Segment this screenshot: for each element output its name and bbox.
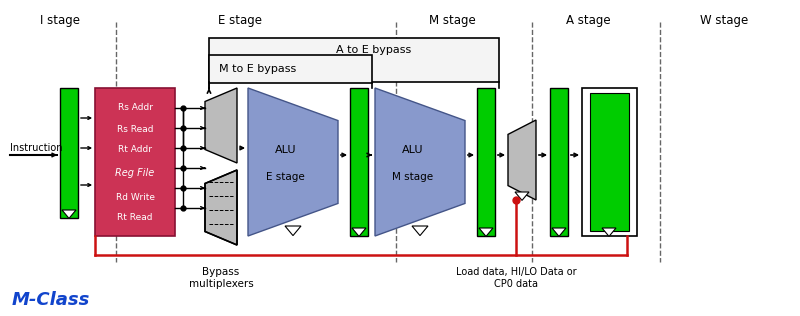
Text: A stage: A stage xyxy=(566,14,610,27)
Text: ALU: ALU xyxy=(402,145,423,155)
Text: I stage: I stage xyxy=(40,14,80,27)
Polygon shape xyxy=(352,228,366,236)
Polygon shape xyxy=(62,210,76,218)
Polygon shape xyxy=(248,88,338,236)
Bar xyxy=(350,88,368,236)
Bar xyxy=(582,88,637,236)
Text: M-Class: M-Class xyxy=(12,291,90,309)
Polygon shape xyxy=(375,88,465,236)
Polygon shape xyxy=(515,192,529,200)
Polygon shape xyxy=(285,226,301,236)
Text: M stage: M stage xyxy=(392,172,434,182)
Bar xyxy=(60,88,78,218)
Text: Load data, HI/LO Data or: Load data, HI/LO Data or xyxy=(456,267,576,277)
Text: Reg File: Reg File xyxy=(115,168,154,178)
Text: Rt Addr: Rt Addr xyxy=(118,145,152,155)
Polygon shape xyxy=(552,228,566,236)
Bar xyxy=(477,88,495,236)
Bar xyxy=(590,93,629,231)
Text: E stage: E stage xyxy=(266,172,305,182)
Bar xyxy=(95,88,175,236)
Text: Rt Read: Rt Read xyxy=(118,214,153,222)
Text: Rs Addr: Rs Addr xyxy=(118,104,153,112)
Polygon shape xyxy=(602,228,616,236)
Polygon shape xyxy=(412,226,428,236)
Text: Bypass: Bypass xyxy=(202,267,240,277)
Text: multiplexers: multiplexers xyxy=(189,279,254,289)
Text: CP0 data: CP0 data xyxy=(494,279,538,289)
Polygon shape xyxy=(479,228,493,236)
Polygon shape xyxy=(205,170,237,245)
Text: Instruction: Instruction xyxy=(10,143,62,153)
Text: E stage: E stage xyxy=(218,14,262,27)
Polygon shape xyxy=(205,88,237,163)
Text: M to E bypass: M to E bypass xyxy=(219,64,296,74)
Text: W stage: W stage xyxy=(700,14,748,27)
Bar xyxy=(209,38,499,82)
Text: Rs Read: Rs Read xyxy=(117,125,154,135)
Bar xyxy=(550,88,568,236)
Bar xyxy=(209,55,372,83)
Polygon shape xyxy=(508,120,536,200)
Text: M stage: M stage xyxy=(429,14,475,27)
Text: ALU: ALU xyxy=(275,145,297,155)
Text: Rd Write: Rd Write xyxy=(115,193,154,203)
Text: A to E bypass: A to E bypass xyxy=(336,45,412,55)
